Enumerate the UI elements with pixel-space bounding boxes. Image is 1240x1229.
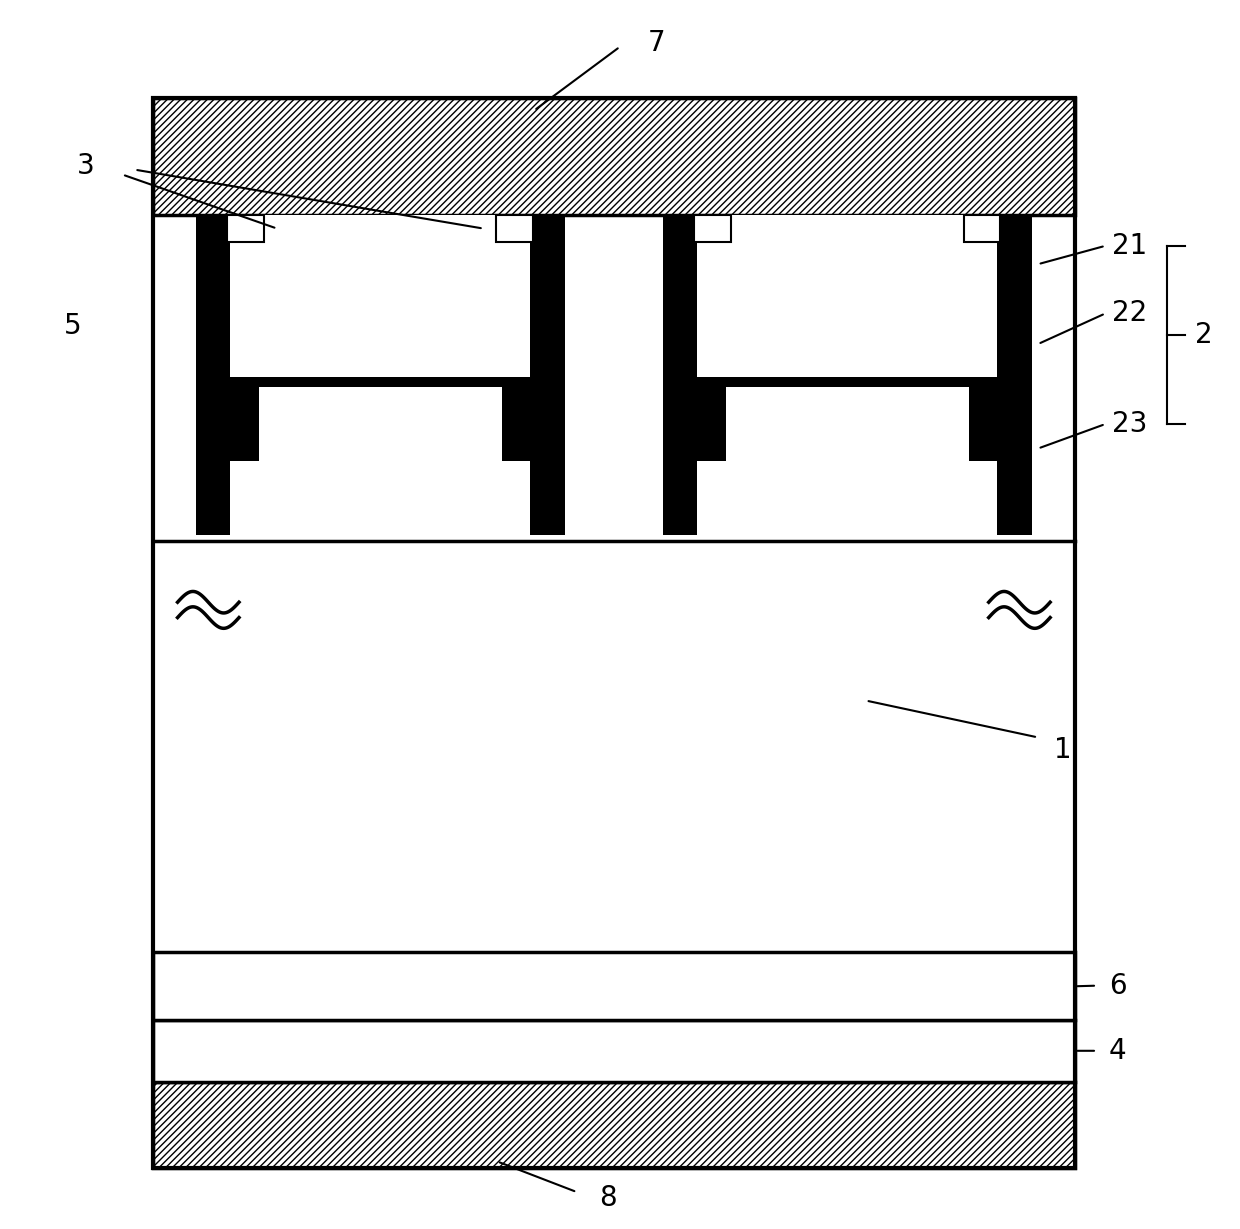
Text: 5: 5 [64,312,82,339]
Text: 2: 2 [1195,321,1213,349]
Text: 1: 1 [1054,736,1071,763]
Bar [196,215,564,387]
Bar [502,387,564,461]
Bar [697,461,997,535]
Bar [725,387,968,461]
Bar [968,387,1032,461]
Bar [196,461,564,535]
Bar [153,1082,1075,1168]
Text: 22: 22 [1112,300,1148,327]
Bar [231,461,531,535]
Bar [153,98,1075,1168]
Bar [153,98,1075,1168]
Text: 3: 3 [77,152,94,179]
Bar [196,387,259,461]
Bar [694,215,732,242]
Bar [663,215,1032,387]
Bar [227,215,264,242]
Bar [153,1020,1075,1082]
Text: 7: 7 [649,29,666,57]
Bar [663,461,1032,535]
Bar [231,215,531,377]
Text: 23: 23 [1112,410,1148,438]
Bar [259,387,502,461]
Bar [153,98,1075,215]
Text: 8: 8 [599,1185,616,1212]
Bar [153,952,1075,1020]
Bar [663,387,725,461]
Text: 6: 6 [1109,972,1127,999]
Bar [697,215,997,377]
Bar [963,215,1001,242]
Bar [496,215,533,242]
Text: 4: 4 [1109,1037,1127,1064]
Text: 21: 21 [1112,232,1148,259]
